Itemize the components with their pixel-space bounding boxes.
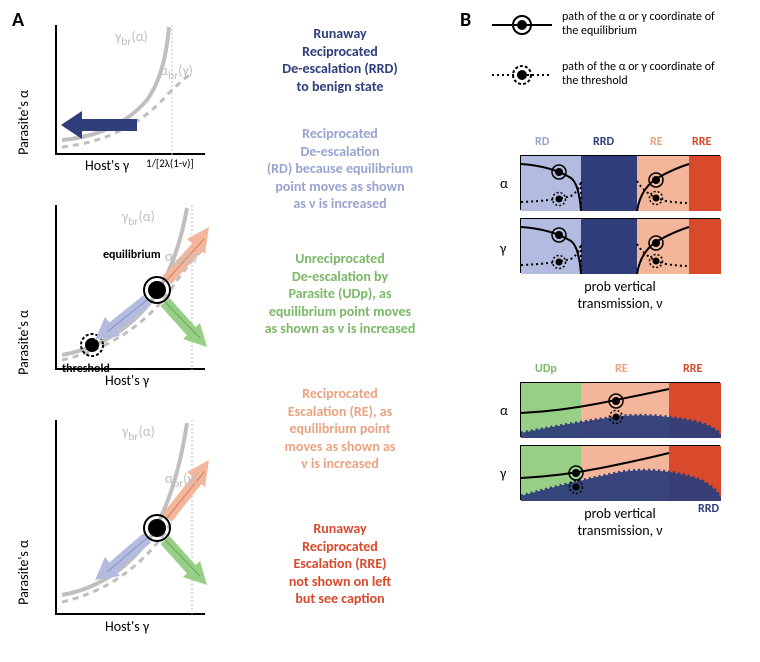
panel-a-label: A bbox=[12, 8, 24, 32]
panelB-top-alpha-label: α bbox=[500, 175, 508, 192]
panelB-bot-rrd-label: RRD bbox=[698, 502, 719, 516]
panelB-bot-gamma-label: γ bbox=[500, 465, 506, 482]
panelB-bot-regions: UDp RE RRE bbox=[520, 362, 720, 380]
plot3-alpha-label: αbr(γ) bbox=[165, 470, 198, 491]
plot2-ylabel: Parasite's α bbox=[15, 310, 32, 375]
panelB-top-alpha bbox=[520, 155, 720, 210]
plot3 bbox=[55, 420, 205, 615]
plot2-alpha-label: αbr(γ) bbox=[165, 248, 198, 269]
plot2-eq-label: equilibrium bbox=[103, 248, 161, 262]
plot1-alpha-label: αbr(γ) bbox=[160, 62, 193, 83]
plot2-th-label: threshold bbox=[62, 362, 110, 376]
plot3-xlabel: Host's γ bbox=[105, 618, 149, 635]
panelB-bot-xlabel: prob vertical transmission, ν bbox=[540, 505, 700, 539]
udp-arrow-3 bbox=[165, 540, 207, 585]
udp-arrow bbox=[165, 302, 207, 347]
plot3-ylabel: Parasite's α bbox=[15, 540, 32, 605]
panelB-top-regions: RD RRD RE RRE bbox=[520, 135, 720, 153]
panelB-top-gamma-label: γ bbox=[500, 240, 506, 257]
plot1-xlabel: Host's γ bbox=[85, 157, 129, 174]
plot1-gamma-label: γbr(α) bbox=[115, 28, 148, 49]
rd-arrow-3 bbox=[95, 538, 147, 580]
rd-arrow bbox=[95, 300, 147, 340]
plot2 bbox=[55, 205, 205, 370]
panelB-top-gamma bbox=[520, 218, 720, 273]
legend-udp: UnreciprocatedDe-escalation by Parasite … bbox=[240, 250, 440, 338]
panelB-legend-th: path of the α or γ coordinate of the thr… bbox=[492, 60, 732, 90]
plot2-xlabel: Host's γ bbox=[105, 372, 149, 389]
panelB-bot-alpha bbox=[520, 382, 720, 437]
legend-rrd: RunawayReciprocated De-escalation (RRD)t… bbox=[240, 25, 440, 95]
panel-b-label: B bbox=[460, 8, 471, 32]
legend-rre: RunawayReciprocated Escalation (RRE)not … bbox=[240, 520, 440, 608]
panelB-legend-eq: path of the α or γ coordinate of the equ… bbox=[492, 10, 732, 40]
legend-re: ReciprocatedEscalation (RE), as equilibr… bbox=[240, 385, 440, 473]
panelB-top-xlabel: prob vertical transmission, ν bbox=[540, 278, 700, 312]
plot3-gamma-label: γbr(α) bbox=[122, 423, 155, 444]
plot1-ylabel: Parasite's α bbox=[15, 90, 32, 155]
panelB-bot-gamma bbox=[520, 445, 720, 500]
panelB-bot-alpha-label: α bbox=[500, 402, 508, 419]
plot1-xtick: 1/[2λ(1-ν)] bbox=[146, 157, 194, 170]
rrd-arrow bbox=[61, 111, 137, 139]
plot2-gamma-label: γbr(α) bbox=[122, 208, 155, 229]
legend-rd: ReciprocatedDe-escalation (RD) because e… bbox=[240, 125, 440, 213]
